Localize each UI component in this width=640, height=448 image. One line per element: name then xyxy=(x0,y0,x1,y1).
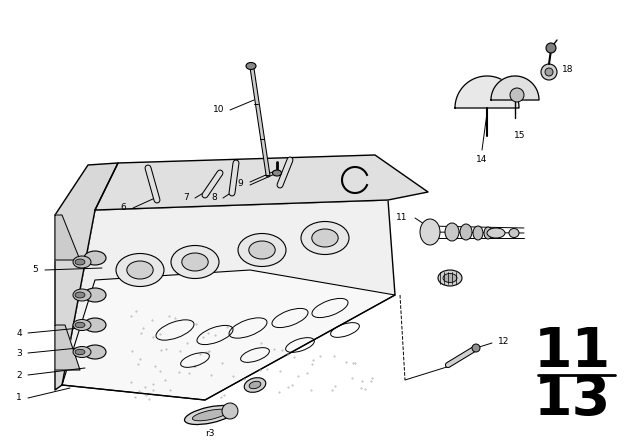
Ellipse shape xyxy=(84,251,106,265)
Polygon shape xyxy=(55,215,80,260)
Ellipse shape xyxy=(182,253,208,271)
Text: 7: 7 xyxy=(183,194,189,202)
Ellipse shape xyxy=(249,241,275,259)
Ellipse shape xyxy=(438,270,462,286)
Circle shape xyxy=(222,403,238,419)
Circle shape xyxy=(541,64,557,80)
Text: 15: 15 xyxy=(515,130,525,139)
Ellipse shape xyxy=(84,318,106,332)
Ellipse shape xyxy=(75,292,85,298)
Ellipse shape xyxy=(460,224,472,240)
Text: 11: 11 xyxy=(396,212,407,221)
Ellipse shape xyxy=(75,322,85,328)
Ellipse shape xyxy=(487,228,505,238)
Polygon shape xyxy=(55,325,80,370)
Text: 5: 5 xyxy=(32,266,38,275)
Ellipse shape xyxy=(75,259,85,265)
Ellipse shape xyxy=(75,349,85,355)
Ellipse shape xyxy=(84,345,106,359)
Ellipse shape xyxy=(73,319,91,331)
Text: 9: 9 xyxy=(237,178,243,188)
Ellipse shape xyxy=(244,378,266,392)
Text: 18: 18 xyxy=(562,65,573,74)
Ellipse shape xyxy=(73,289,91,301)
Text: 11: 11 xyxy=(533,325,611,379)
Polygon shape xyxy=(455,76,519,108)
Polygon shape xyxy=(491,76,539,100)
Ellipse shape xyxy=(249,381,261,389)
Circle shape xyxy=(472,344,480,352)
Text: 4: 4 xyxy=(17,328,22,337)
Text: r3: r3 xyxy=(205,430,215,439)
Ellipse shape xyxy=(127,261,153,279)
Ellipse shape xyxy=(171,246,219,279)
Ellipse shape xyxy=(484,227,492,239)
Ellipse shape xyxy=(312,229,338,247)
Text: 3: 3 xyxy=(16,349,22,358)
Ellipse shape xyxy=(420,219,440,245)
Circle shape xyxy=(546,43,556,53)
Text: 6: 6 xyxy=(120,203,126,212)
Text: 14: 14 xyxy=(476,155,488,164)
Ellipse shape xyxy=(273,170,282,176)
Polygon shape xyxy=(62,200,395,400)
Ellipse shape xyxy=(193,409,228,421)
Polygon shape xyxy=(95,155,428,210)
Polygon shape xyxy=(62,270,395,400)
Ellipse shape xyxy=(73,256,91,268)
Text: 2: 2 xyxy=(17,370,22,379)
Text: 8: 8 xyxy=(211,194,217,202)
Ellipse shape xyxy=(473,226,483,240)
Ellipse shape xyxy=(238,233,286,267)
Ellipse shape xyxy=(445,223,459,241)
Polygon shape xyxy=(55,163,118,390)
Ellipse shape xyxy=(184,405,236,425)
Circle shape xyxy=(510,88,524,102)
Ellipse shape xyxy=(84,288,106,302)
Text: 13: 13 xyxy=(533,373,611,427)
Ellipse shape xyxy=(116,254,164,287)
Ellipse shape xyxy=(301,221,349,254)
Text: 12: 12 xyxy=(498,337,509,346)
Ellipse shape xyxy=(73,346,91,358)
Circle shape xyxy=(545,68,553,76)
Ellipse shape xyxy=(509,228,519,237)
Text: 1: 1 xyxy=(16,393,22,402)
Text: 10: 10 xyxy=(212,105,224,115)
Ellipse shape xyxy=(443,273,457,283)
Ellipse shape xyxy=(246,63,256,69)
